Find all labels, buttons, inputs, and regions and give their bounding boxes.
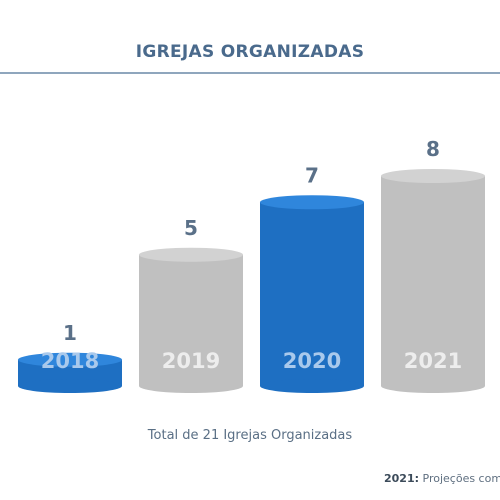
bar-body <box>381 176 485 386</box>
bar-2020: 2020 7 <box>260 163 364 393</box>
bar-top <box>18 352 122 367</box>
footnote-text: Projeções com <box>419 472 500 485</box>
title-divider <box>0 72 500 74</box>
chart-caption: Total de 21 Igrejas Organizadas <box>147 428 353 443</box>
bar-2019: 2019 5 <box>139 216 243 393</box>
category-label: 2019 <box>162 349 220 373</box>
bar-body <box>139 254 243 386</box>
category-label: 2020 <box>283 349 341 373</box>
bar-base <box>381 379 485 393</box>
footnote: 2021: Projeções com <box>384 472 500 485</box>
value-label: 8 <box>426 137 440 161</box>
bar-top <box>139 247 243 262</box>
bar-top <box>260 195 364 210</box>
chart-title: IGREJAS ORGANIZADAS <box>135 42 365 62</box>
bar-top <box>381 169 485 183</box>
value-label: 1 <box>63 321 77 345</box>
bar-2021: 2021 8 <box>381 137 485 393</box>
value-label: 5 <box>184 216 198 240</box>
bar-base <box>260 379 364 393</box>
category-label: 2018 <box>41 349 99 373</box>
bar-2018: 2018 1 <box>18 321 122 393</box>
value-label: 7 <box>305 163 319 187</box>
category-label: 2021 <box>404 349 462 373</box>
bar-base <box>139 379 243 393</box>
footnote-bold: 2021: <box>384 472 420 485</box>
bar-base <box>18 379 122 393</box>
bar-body <box>260 202 364 386</box>
